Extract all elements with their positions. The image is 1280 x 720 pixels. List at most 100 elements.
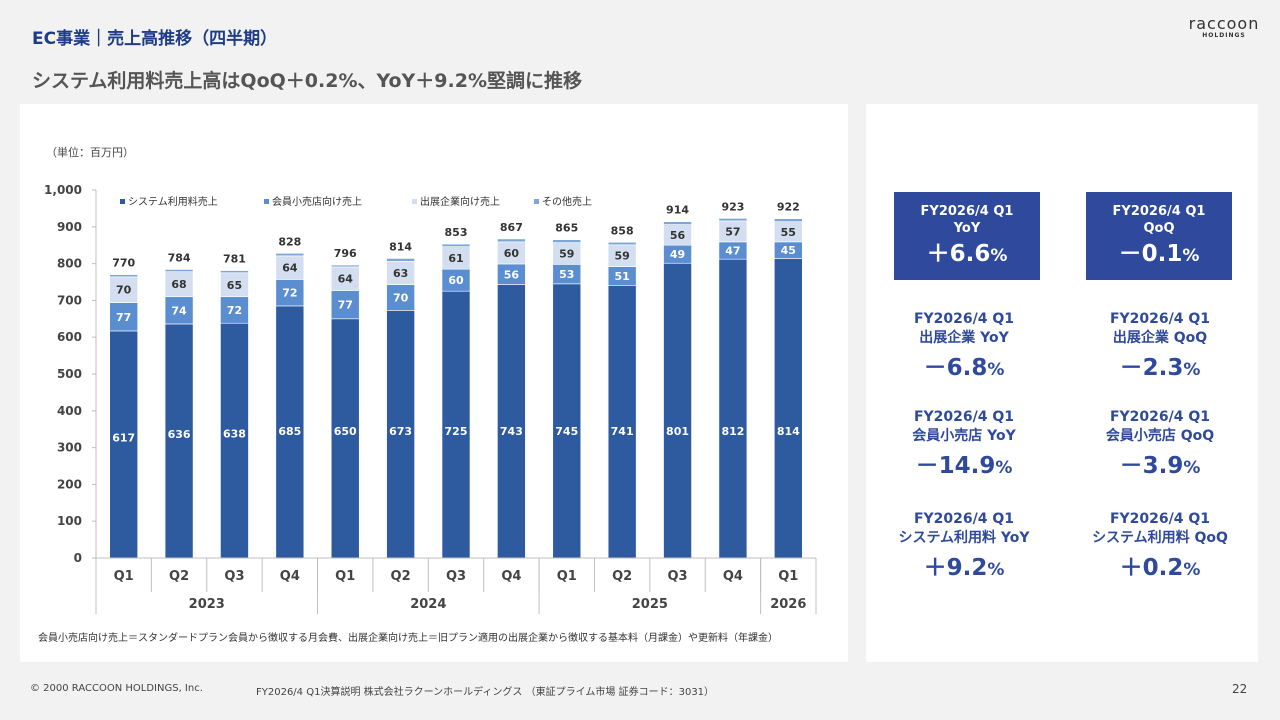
kpi-label: 出展企業 YoY — [919, 330, 1009, 346]
kpi-number: ＋6.6 — [926, 241, 991, 267]
kpi-unit: % — [1183, 458, 1201, 478]
data-label: 45 — [781, 244, 796, 257]
y-tick-label: 400 — [57, 404, 82, 418]
kpi-number: ＋9.2 — [923, 555, 988, 581]
data-label: 60 — [448, 274, 464, 287]
kpi-card: FY2026/4 Q1 QoQ －0.1% — [1086, 192, 1232, 280]
total-label: 865 — [555, 222, 578, 235]
data-label: 77 — [338, 299, 353, 312]
year-label: 2023 — [189, 597, 225, 612]
footer-copyright: © 2000 RACCOON HOLDINGS, Inc. — [30, 683, 203, 694]
x-tick-label: Q4 — [501, 569, 521, 584]
y-tick-label: 900 — [57, 220, 82, 234]
kpi-card: FY2026/4 Q1 出展企業 YoY －6.8% — [866, 310, 1062, 386]
data-label: 68 — [171, 278, 186, 291]
kpi-label: FY2026/4 Q1 — [913, 511, 1015, 527]
company-logo: raccoon HOLDINGS — [1188, 14, 1260, 48]
bar-segment — [441, 290, 471, 559]
kpi-card: FY2026/4 Q1 会員小売店 YoY －14.9% — [866, 408, 1062, 484]
bar-segment — [774, 258, 803, 559]
x-tick-label: Q1 — [335, 569, 355, 584]
data-label: 51 — [614, 270, 629, 283]
y-tick-label: 500 — [57, 367, 82, 381]
total-label: 796 — [334, 247, 357, 260]
kpi-label: FY2026/4 Q1 — [1109, 511, 1211, 527]
data-label: 72 — [282, 287, 297, 300]
data-label: 74 — [171, 304, 187, 317]
y-tick-label: 800 — [57, 257, 82, 271]
kpi-number: －2.3 — [1119, 355, 1184, 381]
kpi-unit: % — [1182, 246, 1200, 266]
y-tick-label: 100 — [57, 514, 82, 528]
kpi-label: FY2026/4 Q1 — [1109, 311, 1211, 327]
data-label: 673 — [389, 425, 412, 438]
kpi-label: 出展企業 QoQ — [1112, 330, 1208, 346]
data-label: 801 — [666, 425, 689, 438]
legend-swatch — [412, 199, 417, 204]
unit-label: （単位：百万円） — [46, 145, 134, 159]
page-number: 22 — [1232, 682, 1248, 696]
bar-segment — [330, 318, 360, 559]
x-tick-label: Q4 — [723, 569, 743, 584]
page-subtitle: システム利用料売上高はQoQ＋0.2%、YoY＋9.2%堅調に推移 — [32, 70, 583, 92]
total-label: 828 — [278, 235, 301, 248]
kpi-number: ＋0.2 — [1119, 555, 1184, 581]
data-label: 743 — [500, 425, 523, 438]
data-label: 617 — [112, 432, 135, 445]
x-tick-label: Q1 — [557, 569, 577, 584]
total-label: 923 — [721, 200, 744, 213]
x-tick-label: Q3 — [224, 569, 244, 584]
data-label: 77 — [116, 311, 131, 324]
kpi-value: －2.3% — [1062, 352, 1258, 386]
x-tick-label: Q2 — [391, 569, 411, 584]
kpi-panel: FY2026/4 Q1 YoY ＋6.6% FY2026/4 Q1 QoQ －0.1% FY… — [866, 104, 1258, 662]
data-label: 49 — [670, 248, 685, 261]
logo-subtext: HOLDINGS — [1202, 32, 1246, 39]
legend-label: その他売上 — [542, 195, 592, 208]
data-label: 70 — [116, 284, 132, 297]
data-label: 650 — [334, 425, 357, 438]
kpi-label: QoQ — [1143, 221, 1175, 236]
data-label: 812 — [721, 425, 744, 438]
total-label: 784 — [168, 251, 191, 264]
x-tick-label: Q4 — [280, 569, 300, 584]
kpi-number: －14.9 — [915, 453, 996, 479]
bar-segment — [497, 238, 526, 243]
kpi-value: －6.8% — [866, 352, 1062, 386]
chart-footnote: 会員小売店向け売上＝スタンダードプラン会員から徴収する月会費、出展企業向け売上＝… — [38, 631, 778, 644]
data-label: 57 — [725, 225, 740, 238]
bar-segment — [330, 290, 360, 320]
kpi-label: YoY — [953, 221, 981, 236]
kpi-unit: % — [987, 360, 1005, 380]
kpi-card: FY2026/4 Q1 出展企業 QoQ －2.3% — [1062, 310, 1258, 386]
year-label: 2025 — [632, 597, 668, 612]
bar-segment — [552, 283, 582, 559]
kpi-unit: % — [995, 458, 1013, 478]
data-label: 59 — [614, 250, 629, 263]
kpi-card: FY2026/4 Q1 YoY ＋6.6% — [894, 192, 1040, 280]
x-tick-label: Q3 — [446, 569, 466, 584]
data-label: 64 — [282, 262, 298, 275]
data-label: 59 — [559, 247, 574, 260]
kpi-label: 会員小売店 YoY — [912, 428, 1016, 444]
data-label: 61 — [448, 252, 463, 265]
kpi-value: －0.1% — [1086, 239, 1232, 271]
data-label: 56 — [670, 229, 686, 242]
y-tick-label: 600 — [57, 330, 82, 344]
data-label: 70 — [393, 291, 409, 304]
data-label: 685 — [278, 425, 301, 438]
bar-segment — [552, 239, 582, 243]
data-label: 53 — [559, 268, 574, 281]
bar-segment — [109, 330, 138, 559]
kpi-label: システム利用料 YoY — [898, 530, 1030, 546]
data-label: 56 — [504, 268, 520, 281]
kpi-label: FY2026/4 Q1 — [920, 204, 1014, 219]
total-label: 781 — [223, 253, 246, 266]
x-tick-label: Q1 — [114, 569, 134, 584]
bar-segment — [330, 264, 360, 268]
bar-segment — [275, 252, 305, 257]
kpi-unit: % — [1183, 360, 1201, 380]
data-label: 65 — [227, 279, 242, 292]
bar-segment — [109, 274, 138, 278]
bar-segment — [220, 296, 249, 324]
